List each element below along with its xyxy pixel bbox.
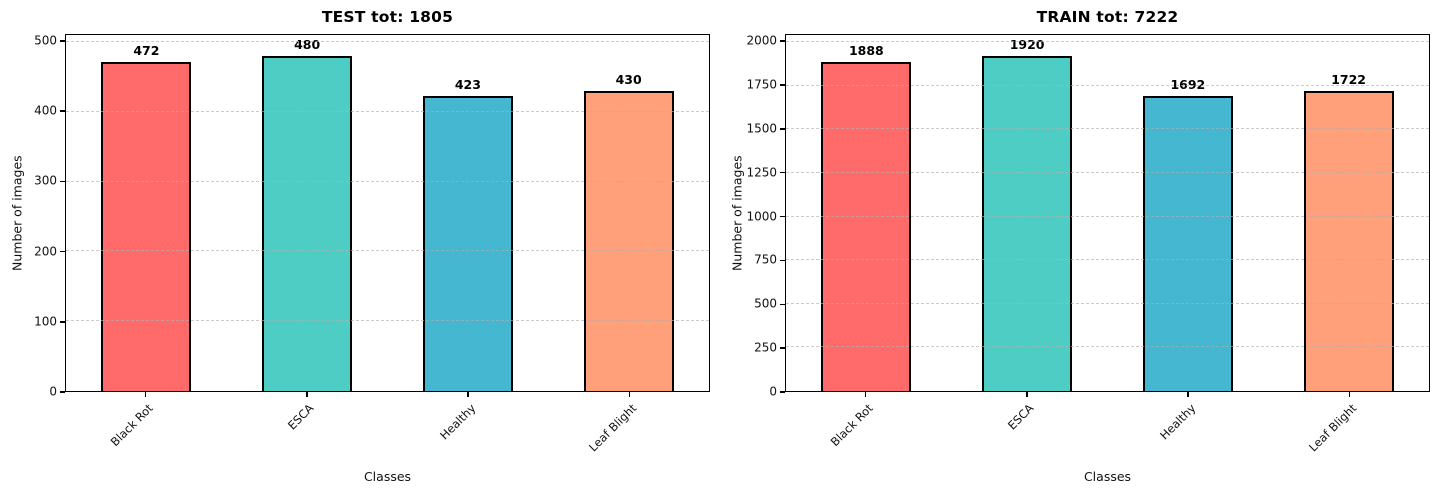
- ytick-label: 1500: [746, 121, 777, 136]
- ytick-label: 400: [34, 103, 57, 118]
- bar-black-rot: [101, 61, 192, 391]
- bar-value-label: 480: [294, 36, 321, 52]
- xtick-label-esca: ESCA: [285, 401, 317, 433]
- ytick-label: 200: [34, 244, 57, 259]
- plot-area: 472 480 423 430: [65, 34, 710, 392]
- ytick-label: 1250: [746, 165, 777, 180]
- xtick-label-black-rot: Black Rot: [107, 401, 156, 449]
- y-axis-label: Number of images: [729, 155, 745, 271]
- bar-slot: 430: [548, 35, 709, 391]
- ytick-mark: [60, 250, 65, 253]
- ytick-label: 0: [769, 384, 777, 399]
- ytick-mark: [780, 40, 785, 42]
- ytick-mark: [780, 303, 785, 305]
- bar-value-label: 423: [454, 76, 481, 92]
- ytick-mark: [780, 171, 785, 174]
- bar-black-rot: [821, 61, 912, 391]
- ytick-mark: [60, 180, 65, 183]
- xtick-mark: [1348, 392, 1351, 397]
- chart-title: TEST tot: 1805: [321, 8, 454, 26]
- bar-slot: 480: [227, 35, 388, 391]
- xtick-label-black-rot: Black Rot: [827, 401, 876, 449]
- bar-value-label: 1888: [848, 42, 884, 58]
- ytick-mark: [60, 40, 65, 42]
- bar-leaf-blight: [583, 90, 674, 391]
- ytick-label: 250: [754, 340, 777, 355]
- ytick-mark: [60, 391, 65, 393]
- bar-value-label: 472: [133, 42, 160, 58]
- ytick-label: 500: [754, 296, 777, 311]
- xtick-label-esca: ESCA: [1005, 401, 1037, 433]
- xtick-mark: [628, 392, 631, 397]
- y-axis-label: Number of images: [9, 155, 25, 271]
- xtick-mark: [1026, 392, 1028, 397]
- xtick-label-healthy: Healthy: [1156, 401, 1199, 443]
- bars-container: 1888 1920 1692 1722: [786, 35, 1429, 391]
- xtick-mark: [144, 392, 147, 397]
- ytick-mark: [780, 215, 785, 218]
- chart-test: TEST tot: 1805 Number of images 472 480 42…: [9, 8, 710, 484]
- xtick-mark: [864, 392, 867, 397]
- ytick-label: 300: [34, 174, 57, 189]
- chart-train: TRAIN tot: 7222 Number of images 1888 192…: [720, 0, 1440, 499]
- xtick-mark: [306, 392, 308, 397]
- ytick-mark: [60, 110, 65, 112]
- ytick-mark: [780, 259, 785, 262]
- ytick-mark: [780, 391, 785, 393]
- bar-value-label: 1920: [1009, 36, 1045, 52]
- ytick-label: 2000: [746, 33, 777, 48]
- ytick-mark: [60, 321, 65, 323]
- bar-slot: 1920: [947, 35, 1108, 391]
- ytick-label: 500: [34, 33, 57, 48]
- ytick-mark: [780, 84, 785, 86]
- xtick-mark: [467, 392, 469, 397]
- bar-value-label: 1722: [1331, 71, 1367, 87]
- bar-slot: 1888: [786, 35, 947, 391]
- xtick-label-leaf-blight: Leaf Blight: [1305, 401, 1360, 455]
- bar-slot: 423: [388, 35, 549, 391]
- ytick-label: 0: [49, 384, 57, 399]
- bar-esca: [262, 55, 353, 391]
- plot-area: 1888 1920 1692 1722: [785, 34, 1430, 392]
- ytick-label: 1750: [746, 77, 777, 92]
- bar-value-label: 430: [615, 71, 642, 87]
- ytick-label: 100: [34, 314, 57, 329]
- bar-healthy: [422, 95, 513, 391]
- x-axis-label: Classes: [363, 469, 412, 484]
- ytick-label: 1000: [746, 209, 777, 224]
- bar-leaf-blight: [1303, 90, 1394, 391]
- chart-title: TRAIN tot: 7222: [1036, 8, 1179, 26]
- bar-slot: 1692: [1108, 35, 1269, 391]
- bar-esca: [982, 55, 1073, 391]
- xtick-mark: [1187, 392, 1189, 397]
- ytick-label: 750: [754, 253, 777, 268]
- ytick-mark: [780, 347, 785, 349]
- bars-container: 472 480 423 430: [66, 35, 709, 391]
- bar-slot: 472: [66, 35, 227, 391]
- x-axis-label: Classes: [1083, 469, 1132, 484]
- xtick-label-healthy: Healthy: [436, 401, 479, 443]
- bar-slot: 1722: [1268, 35, 1429, 391]
- ytick-mark: [780, 128, 785, 130]
- bar-healthy: [1142, 95, 1233, 391]
- bar-value-label: 1692: [1170, 76, 1206, 92]
- xtick-label-leaf-blight: Leaf Blight: [585, 401, 640, 455]
